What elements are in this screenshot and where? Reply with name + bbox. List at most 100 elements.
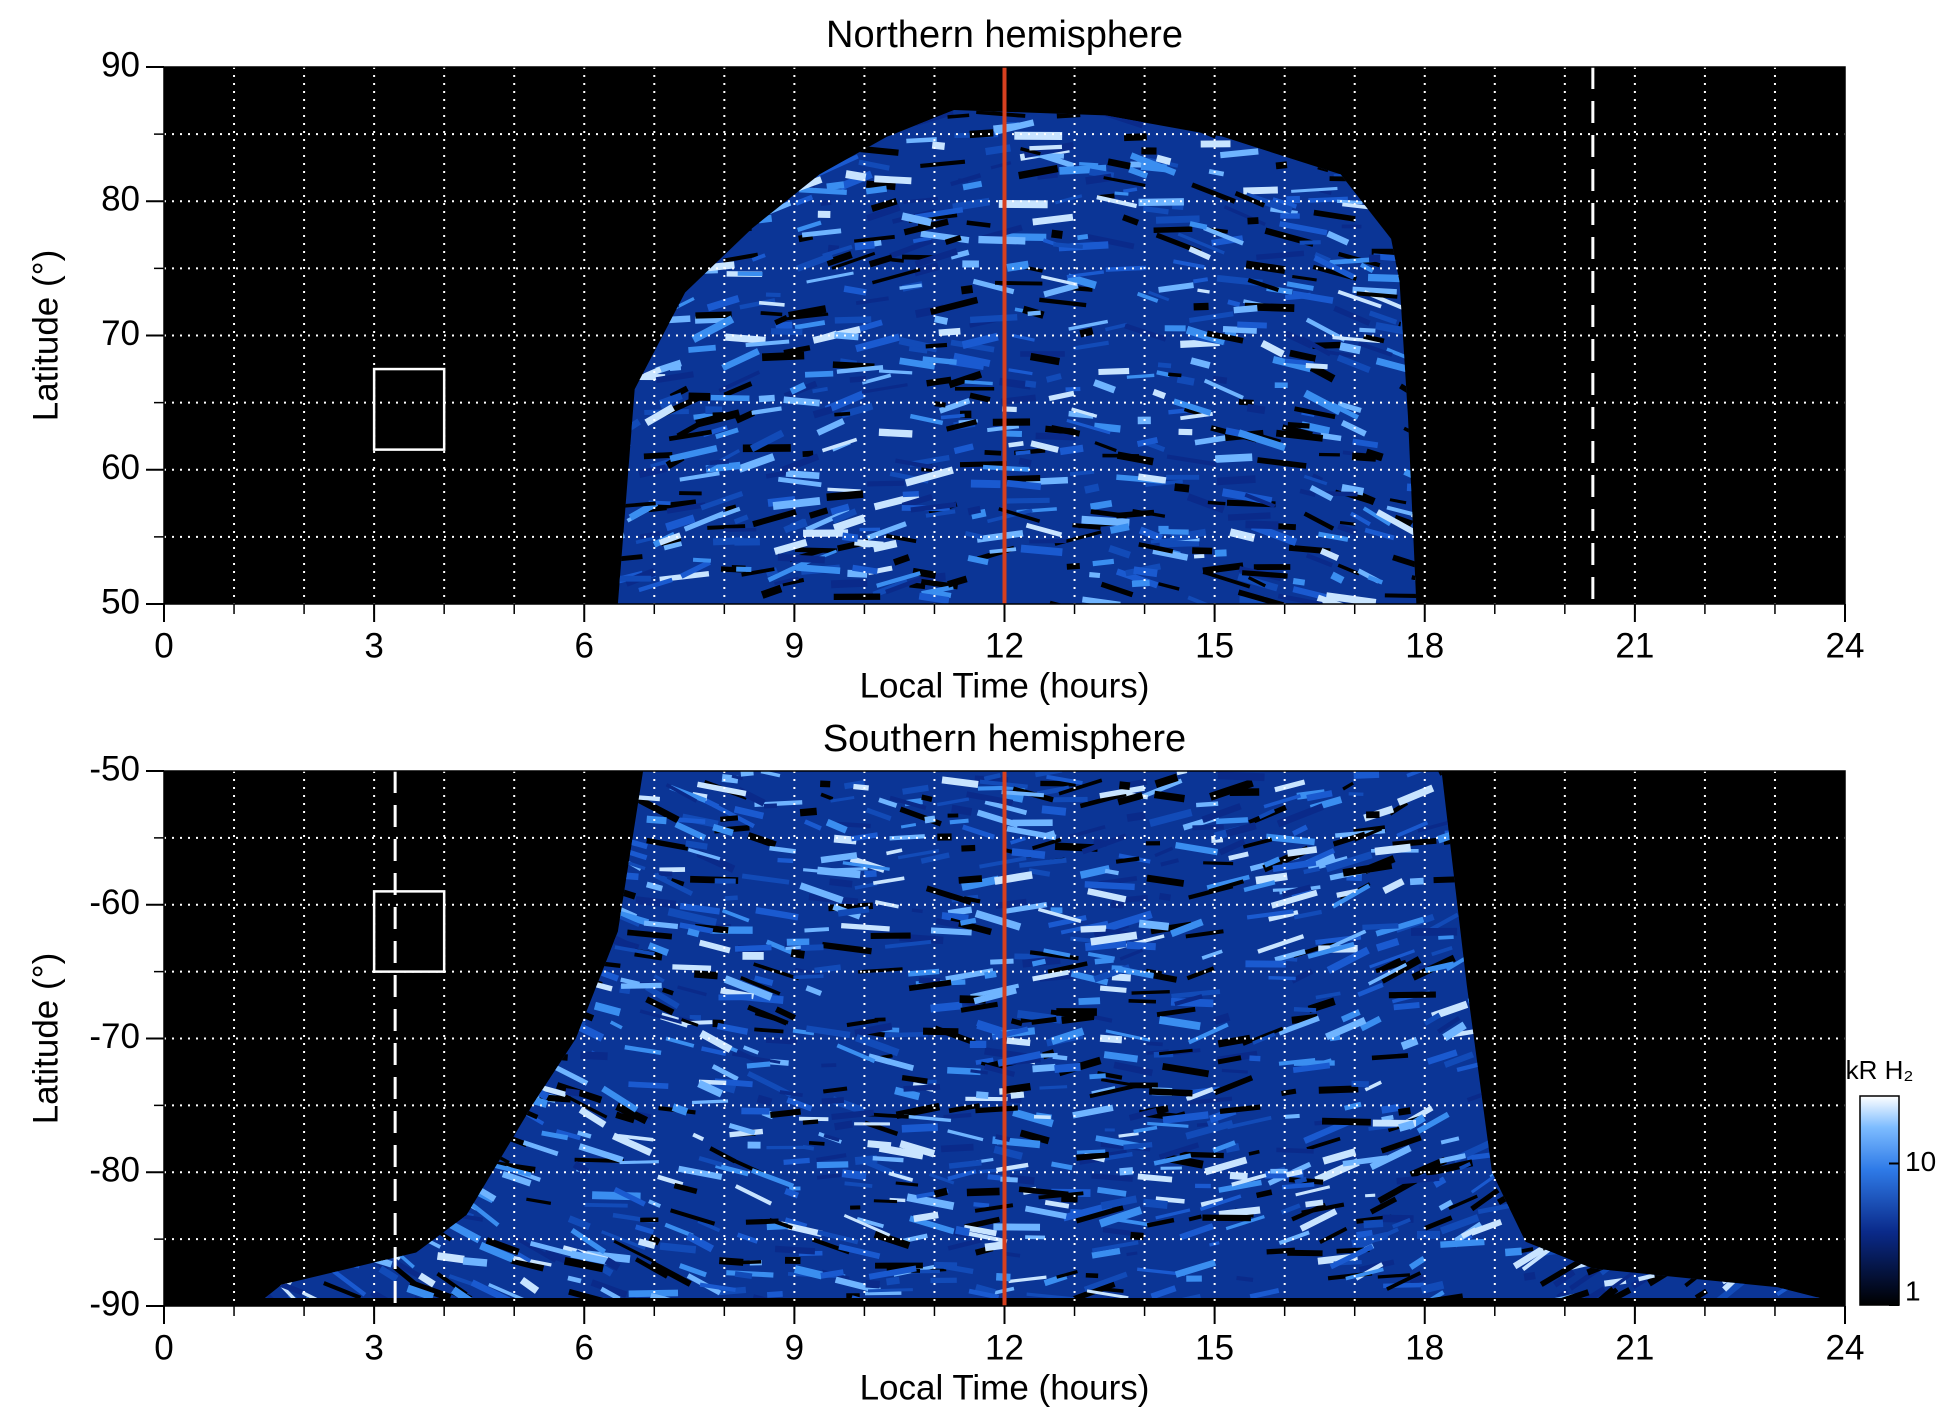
emission-streak [526, 1197, 552, 1205]
y-tick-label: 60 [101, 448, 140, 487]
emission-streak [878, 797, 898, 808]
emission-streak [645, 881, 663, 892]
emission-streak [913, 1211, 939, 1223]
emission-streak [618, 1134, 654, 1142]
emission-streak [889, 237, 934, 259]
emission-streak [1380, 1134, 1422, 1154]
emission-streak [1153, 790, 1185, 803]
emission-streak [750, 1168, 795, 1189]
emission-streak [921, 584, 954, 596]
emission-streak [1299, 1208, 1338, 1232]
emission-streak [632, 793, 680, 824]
emission-streak [723, 975, 773, 1001]
emission-streak [924, 815, 936, 824]
emission-streak [792, 1028, 815, 1036]
emission-streak [1275, 429, 1324, 442]
emission-streak [1329, 401, 1360, 420]
emission-streak [970, 983, 1020, 999]
emission-streak [983, 772, 1001, 782]
emission-streak [688, 344, 716, 353]
emission-streak [772, 496, 821, 510]
emission-streak [378, 1265, 399, 1282]
emission-streak [1284, 1113, 1300, 1119]
emission-streak [1069, 469, 1095, 477]
emission-streak [1193, 277, 1209, 284]
emission-streak [718, 506, 741, 519]
emission-streak [699, 1029, 733, 1053]
emission-streak [1079, 865, 1111, 879]
emission-streak [1442, 1021, 1467, 1042]
emission-streak [692, 1132, 705, 1142]
emission-streak [1386, 1271, 1422, 1291]
emission-streak [510, 1256, 545, 1272]
emission-streak [944, 234, 962, 246]
emission-streak [899, 357, 936, 370]
emission-streak [615, 1111, 636, 1124]
emission-streak [908, 979, 952, 992]
emission-streak [1109, 523, 1130, 534]
emission-streak [1234, 190, 1266, 208]
emission-streak [1177, 232, 1225, 255]
emission-streak [1306, 790, 1333, 802]
emission-streak [1099, 1034, 1123, 1044]
emission-streak [1300, 336, 1332, 357]
emission-streak [1068, 319, 1109, 331]
emission-streak [1203, 225, 1244, 246]
emission-streak [821, 437, 858, 453]
emission-streak [1019, 857, 1067, 868]
emission-streak [1322, 1148, 1357, 1165]
x-tick-label: 21 [1615, 626, 1654, 665]
emission-streak [800, 944, 824, 952]
emission-streak [685, 840, 708, 850]
emission-streak [1079, 161, 1099, 167]
emission-streak [1193, 554, 1205, 559]
emission-streak [867, 1140, 892, 1150]
emission-streak [1089, 572, 1101, 579]
emission-streak [992, 1026, 1029, 1041]
emission-streak [1051, 1161, 1073, 1171]
emission-streak [1420, 1280, 1445, 1294]
emission-streak [1438, 935, 1454, 940]
emission-streak [1319, 548, 1340, 561]
emission-streak [799, 187, 847, 196]
emission-streak [878, 369, 913, 375]
emission-streak [1440, 1214, 1480, 1235]
emission-streak [1252, 1032, 1276, 1045]
emission-streak [1029, 950, 1079, 961]
emission-streak [756, 1094, 773, 1107]
emission-streak [670, 1208, 716, 1226]
emission-streak [1029, 352, 1060, 366]
emission-streak [798, 233, 814, 243]
emission-streak [914, 207, 964, 220]
emission-streak [1204, 1156, 1248, 1176]
emission-streak [1244, 492, 1276, 509]
emission-streak [1258, 808, 1276, 820]
emission-streak [1375, 916, 1425, 937]
emission-streak [721, 348, 760, 371]
emission-streak [925, 885, 972, 905]
emission-streak [1189, 221, 1208, 230]
emission-streak [1440, 1136, 1460, 1145]
emission-streak [961, 844, 976, 852]
emission-streak [853, 234, 895, 244]
emission-streak [899, 1140, 936, 1158]
emission-streak [1226, 1115, 1272, 1130]
emission-streak [1093, 422, 1121, 433]
emission-streak [1306, 1136, 1341, 1151]
emission-streak [1043, 282, 1079, 298]
emission-streak [900, 823, 917, 829]
emission-streak [1114, 965, 1154, 979]
emission-streak [1061, 1194, 1078, 1203]
emission-streak [721, 908, 750, 923]
emission-streak [741, 873, 790, 885]
emission-streak [1429, 1293, 1464, 1298]
emission-streak [823, 1133, 840, 1142]
emission-streak [627, 929, 673, 940]
emission-streak [1246, 909, 1294, 920]
emission-streak [1289, 349, 1317, 362]
emission-streak [925, 509, 956, 518]
emission-streak [1369, 1196, 1398, 1215]
emission-streak [1059, 164, 1107, 175]
emission-streak [829, 878, 853, 888]
emission-streak [664, 1222, 694, 1238]
